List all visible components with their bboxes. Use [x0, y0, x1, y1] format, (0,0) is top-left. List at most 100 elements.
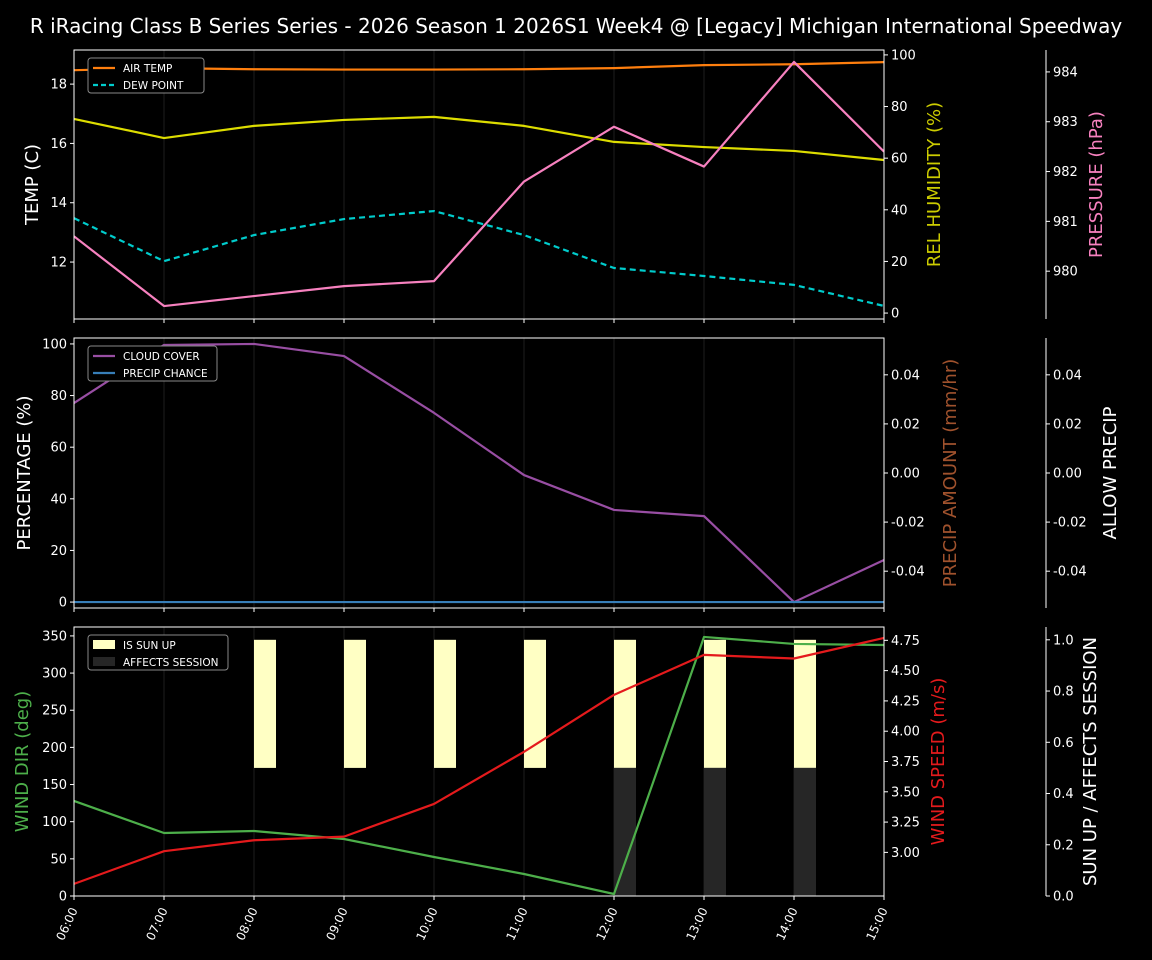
axis-label-sun: SUN UP / AFFECTS SESSION: [1080, 637, 1101, 886]
x-tick-label: 13:00: [683, 905, 710, 942]
panel-1: 12 14 16 18 TEMP (C) 0 20 40 60 80 100 REL HUMIDITY…: [22, 48, 1107, 323]
y-tick-label: 0.00: [891, 467, 920, 482]
y-tick-label: 20: [891, 255, 908, 270]
y-tick-label: 60: [891, 152, 908, 167]
x-tick-label: 14:00: [773, 905, 800, 942]
x-tick-label: 08:00: [233, 905, 260, 942]
y-tick-label: 18: [50, 78, 67, 93]
y-tick-label: 40: [891, 203, 908, 218]
y-tick-label: 14: [50, 196, 67, 211]
x-tick-label: 09:00: [323, 905, 350, 942]
y-tick-label: 12: [50, 256, 67, 271]
legend: AIR TEMP DEW POINT: [87, 57, 205, 94]
y-tick-label: 16: [50, 137, 67, 152]
y-tick-label: 3.00: [891, 846, 920, 861]
legend-label: AIR TEMP: [123, 63, 172, 75]
y-tick-label: 350: [42, 629, 67, 644]
x-tick-label: 15:00: [863, 905, 890, 942]
bar-is-sun-up: [254, 639, 276, 768]
bar-is-sun-up: [434, 639, 456, 768]
series-line-cloud-cover: [73, 342, 885, 604]
y-tick-label: 982: [1053, 165, 1078, 180]
legend-label: CLOUD COVER: [123, 351, 200, 363]
y-tick-label: -0.02: [891, 516, 925, 531]
legend-label: DEW POINT: [123, 80, 184, 92]
y-tick-label: 150: [42, 778, 67, 793]
x-tick-label: 10:00: [413, 905, 440, 942]
y-tick-label: 20: [50, 544, 67, 559]
x-tick-label: 07:00: [143, 905, 170, 942]
y-tick-label: -0.04: [891, 565, 925, 580]
series-line-hum: [73, 115, 885, 162]
y-tick-label: 4.25: [891, 694, 920, 709]
bar-affects-session: [614, 767, 636, 896]
y-tick-label: 983: [1053, 115, 1078, 130]
y-tick-label: 80: [50, 389, 67, 404]
series-line-pres: [73, 60, 885, 308]
y-tick-label: 0.4: [1053, 787, 1074, 802]
series-line-air-temp: [73, 61, 885, 72]
y-tick-label: 250: [42, 704, 67, 719]
bar-affects-session: [704, 767, 726, 896]
y-tick-label: 1.0: [1053, 633, 1074, 648]
y-tick-label: 0.04: [891, 368, 920, 383]
y-tick-label: 100: [42, 337, 67, 352]
y-tick-label: 0: [59, 890, 67, 905]
legend-label: IS SUN UP: [123, 640, 176, 652]
panel-2: 0 20 40 60 80 100 PERCENTAGE (%) -0.04 -0.02 0.00…: [14, 337, 1121, 612]
y-tick-label: 0.0: [1053, 890, 1074, 905]
y-tick-label: -0.02: [1053, 516, 1087, 531]
bar-is-sun-up: [614, 639, 636, 768]
y-tick-label: 4.50: [891, 664, 920, 679]
legend-label: PRECIP CHANCE: [123, 368, 208, 380]
axis-label-pamt: PRECIP AMOUNT (mm/hr): [940, 359, 961, 588]
y-tick-label: 100: [42, 815, 67, 830]
legend-box: [87, 57, 205, 94]
y-tick-label: 980: [1053, 265, 1078, 280]
plot-frame: [73, 49, 885, 320]
legend-box: [87, 345, 218, 382]
y-tick-label: 300: [42, 667, 67, 682]
axis-label-wspd: WIND SPEED (m/s): [928, 678, 949, 846]
bar-is-sun-up: [704, 639, 726, 768]
bar-is-sun-up: [524, 639, 546, 768]
y-tick-label: 0.00: [1053, 467, 1082, 482]
axis-label-pres: PRESSURE (hPa): [1086, 111, 1107, 258]
legend-label: AFFECTS SESSION: [123, 657, 219, 669]
y-tick-label: 3.75: [891, 755, 920, 770]
axis-label-temp: TEMP (C): [22, 144, 43, 226]
panel-3: 06:00 07:00 08:00 09:00 10:00 11:00 12:00 13:00…: [12, 626, 1101, 943]
bar-affects-session: [794, 767, 816, 896]
y-tick-label: 0.02: [1053, 417, 1082, 432]
legend: CLOUD COVER PRECIP CHANCE: [87, 345, 218, 382]
x-tick-label: 11:00: [503, 905, 530, 942]
x-tick-label: 06:00: [53, 905, 80, 942]
y-tick-label: 0.02: [891, 417, 920, 432]
y-tick-label: 0: [891, 307, 899, 322]
y-tick-label: 3.25: [891, 816, 920, 831]
y-tick-label: 0.04: [1053, 368, 1082, 383]
y-tick-label: 4.75: [891, 634, 920, 649]
y-tick-label: 200: [42, 741, 67, 756]
legend-box: [87, 634, 229, 671]
y-tick-label: 981: [1053, 215, 1078, 230]
y-tick-label: 3.50: [891, 785, 920, 800]
series-line-dew-point: [73, 209, 885, 308]
y-tick-label: 80: [891, 100, 908, 115]
y-tick-label: 0: [59, 596, 67, 611]
chart-title: R iRacing Class B Series Series - 2026 S…: [29, 14, 1123, 38]
legend-swatch: [93, 640, 115, 649]
y-tick-label: 0.8: [1053, 685, 1074, 700]
legend-swatch: [93, 657, 115, 666]
y-tick-label: 40: [50, 492, 67, 507]
bar-is-sun-up: [344, 639, 366, 768]
legend: IS SUN UP AFFECTS SESSION: [87, 634, 229, 671]
y-tick-label: 0.2: [1053, 838, 1074, 853]
x-tick-label: 12:00: [593, 905, 620, 942]
y-tick-label: 0.6: [1053, 736, 1074, 751]
y-tick-label: 984: [1053, 65, 1078, 80]
axis-label-wdir: WIND DIR (deg): [12, 691, 33, 833]
y-tick-label: -0.04: [1053, 565, 1087, 580]
series-line-wspd: [73, 636, 885, 885]
